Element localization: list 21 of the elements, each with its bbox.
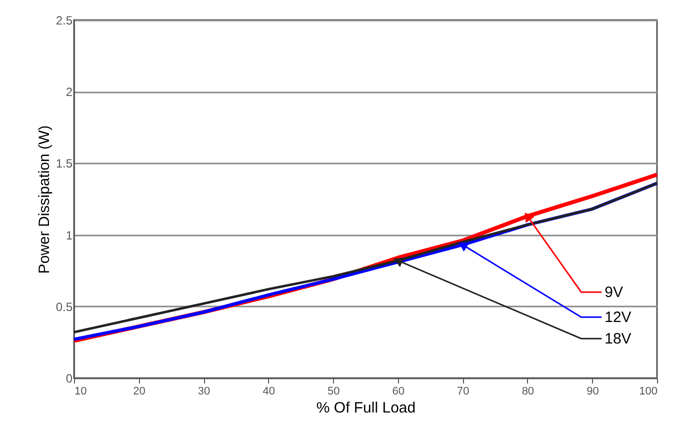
x-tick-label: 20: [133, 386, 146, 398]
x-tick-label: 80: [522, 386, 534, 398]
y-tick-label: 0: [66, 372, 73, 386]
x-tick-label: 100: [639, 386, 658, 398]
y-axis-title: Power Dissipation (W): [36, 125, 53, 274]
x-tick-label: 90: [586, 386, 599, 398]
y-tick-label: 1: [66, 228, 73, 242]
text: 18V: [604, 330, 632, 348]
text: 9V: [604, 284, 623, 302]
x-axis-title: % Of Full Load: [316, 400, 416, 416]
y-tick-label: 2.5: [56, 14, 73, 28]
x-tick-label: 50: [327, 386, 340, 398]
x-tick-label: 60: [392, 386, 405, 398]
y-tick-label: 2: [66, 85, 73, 100]
y-tick-label: 1.5: [56, 156, 73, 171]
y-tick-label: 0.5: [56, 300, 73, 314]
x-tick-label: 40: [262, 386, 275, 398]
x-tick-label: 10: [74, 386, 87, 398]
x-tick-label: 30: [198, 386, 210, 398]
text: 12V: [604, 309, 632, 326]
x-tick-label: 70: [457, 386, 470, 398]
